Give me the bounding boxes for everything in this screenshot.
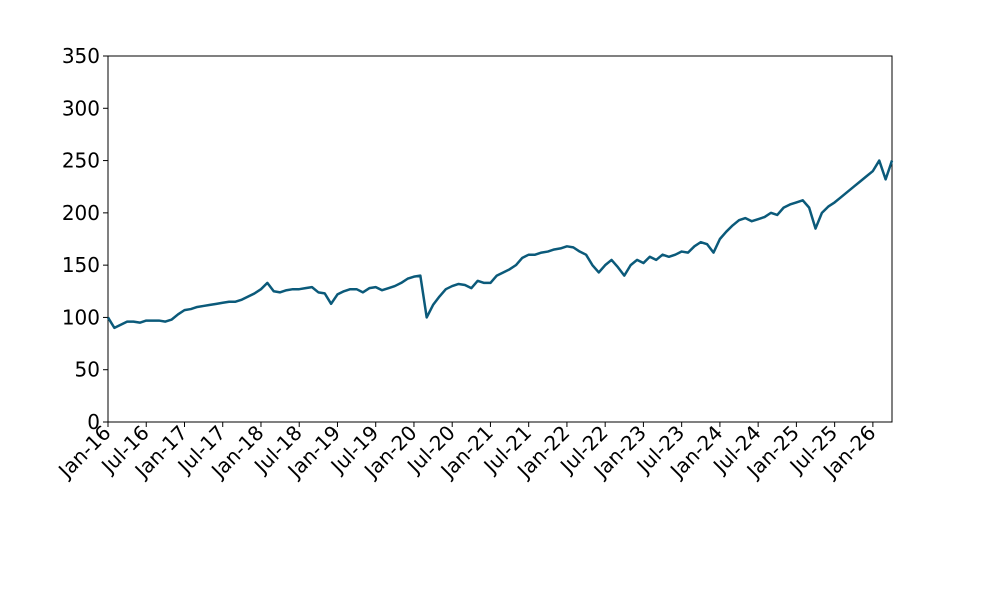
y-tick-label: 50 xyxy=(75,358,100,382)
plot-frame xyxy=(107,55,893,423)
y-tick-label: 300 xyxy=(62,96,100,120)
y-tick-label: 200 xyxy=(62,201,100,225)
line xyxy=(106,159,894,330)
y-tick-label: 0 xyxy=(87,410,100,434)
y-tick-label: 150 xyxy=(62,253,100,277)
y-tick-label: 100 xyxy=(62,305,100,329)
y-tick-label: 350 xyxy=(62,44,100,68)
y-tick-label: 250 xyxy=(62,149,100,173)
